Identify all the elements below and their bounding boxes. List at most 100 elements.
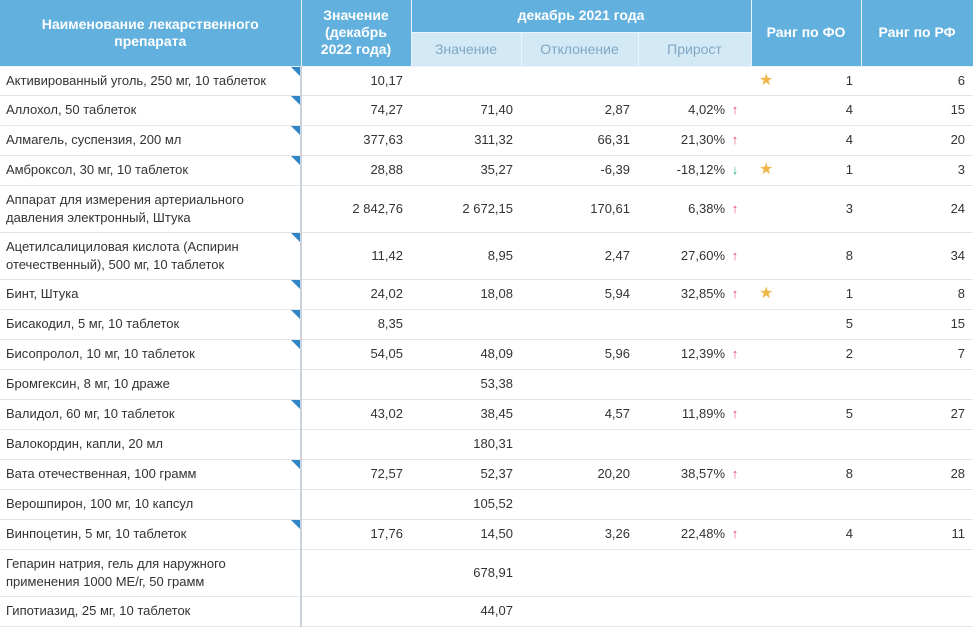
star-cell bbox=[751, 489, 782, 520]
drug-name-cell[interactable]: Бинт, Штука bbox=[0, 279, 302, 310]
table-row[interactable]: Вата отечественная, 100 грамм 72,57 52,37 2… bbox=[0, 459, 973, 490]
drug-name-cell[interactable]: Вата отечественная, 100 грамм bbox=[0, 459, 302, 490]
drug-name-cell[interactable]: Бисакодил, 5 мг, 10 таблеток bbox=[0, 309, 302, 340]
growth-cell: 38,57% ↑ bbox=[638, 459, 752, 490]
table-row[interactable]: Валидол, 60 мг, 10 таблеток 43,02 38,45 4,5… bbox=[0, 399, 973, 430]
drug-name: Бисакодил, 5 мг, 10 таблеток bbox=[6, 316, 180, 331]
header-name[interactable]: Наименование лекарственного препарата bbox=[0, 0, 302, 67]
value-2022: 43,02 bbox=[301, 399, 411, 430]
comment-marker-icon[interactable] bbox=[291, 339, 300, 349]
growth-value: 21,30% bbox=[680, 132, 726, 147]
comment-marker-icon[interactable] bbox=[291, 399, 300, 409]
table-row[interactable]: Амброксол, 30 мг, 10 таблеток 28,88 35,27-… bbox=[0, 155, 973, 186]
table-row[interactable]: Бисопролол, 10 мг, 10 таблеток 54,05 48,09… bbox=[0, 339, 973, 370]
table-row[interactable]: Бисакодил, 5 мг, 10 таблеток 8,35 5 15 bbox=[0, 309, 973, 340]
rank-fo: 4 bbox=[781, 519, 862, 550]
comment-marker-icon[interactable] bbox=[291, 519, 300, 529]
deviation: 170,61 bbox=[521, 185, 638, 233]
growth-cell: 21,30% ↑ bbox=[638, 125, 752, 156]
table-row[interactable]: Гипотиазид, 25 мг, 10 таблеток 44,07 bbox=[0, 596, 973, 627]
value-2022: 24,02 bbox=[301, 279, 411, 310]
header-rank-rf[interactable]: Ранг по РФ bbox=[861, 0, 973, 67]
rank-fo bbox=[781, 429, 862, 460]
growth-cell bbox=[638, 309, 752, 340]
comment-marker-icon[interactable] bbox=[291, 459, 300, 469]
comment-marker-icon[interactable] bbox=[291, 309, 300, 319]
table-row[interactable]: Аллохол, 50 таблеток 74,27 71,40 2,87 4,02% ↑… bbox=[0, 95, 973, 126]
star-cell bbox=[751, 339, 782, 370]
drug-name-cell[interactable]: Алмагель, суспензия, 200 мл bbox=[0, 125, 302, 156]
header-value-2022[interactable]: Значение (декабрь 2022 года) bbox=[301, 0, 412, 67]
drug-name: Гипотиазид, 25 мг, 10 таблеток bbox=[6, 603, 191, 618]
drug-name-cell[interactable]: Верошпирон, 100 мг, 10 капсул bbox=[0, 489, 302, 520]
comment-marker-icon[interactable] bbox=[291, 95, 300, 105]
drug-name-cell[interactable]: Аллохол, 50 таблеток bbox=[0, 95, 302, 126]
rank-fo: 1 bbox=[781, 155, 862, 186]
table-row[interactable]: Валокордин, капли, 20 мл 180,31 bbox=[0, 429, 973, 460]
value-2022 bbox=[301, 596, 411, 627]
drug-name-cell[interactable]: Активированный уголь, 250 мг, 10 таблето… bbox=[0, 66, 302, 96]
comment-marker-icon[interactable] bbox=[291, 66, 300, 76]
header-dec-deviation[interactable]: Отклонение bbox=[521, 32, 639, 67]
drug-name-cell[interactable]: Винпоцетин, 5 мг, 10 таблеток bbox=[0, 519, 302, 550]
growth-cell: 22,48% ↑ bbox=[638, 519, 752, 550]
drug-name-cell[interactable]: Аппарат для измерения артериального давл… bbox=[0, 185, 302, 233]
value-dec-2021: 52,37 bbox=[411, 459, 521, 490]
star-cell: ★ bbox=[751, 279, 782, 310]
value-2022: 11,42 bbox=[301, 232, 411, 280]
comment-marker-icon[interactable] bbox=[291, 232, 300, 242]
drug-name-cell[interactable]: Бисопролол, 10 мг, 10 таблеток bbox=[0, 339, 302, 370]
rank-rf: 20 bbox=[861, 125, 973, 156]
rank-fo: 4 bbox=[781, 125, 862, 156]
comment-marker-icon[interactable] bbox=[291, 155, 300, 165]
star-cell bbox=[751, 95, 782, 126]
header-dec-growth[interactable]: Прирост bbox=[638, 32, 752, 67]
deviation bbox=[521, 369, 638, 400]
table-row[interactable]: Бинт, Штука 24,02 18,08 5,94 32,85% ↑ ★ 1 8 bbox=[0, 279, 973, 310]
comment-marker-icon[interactable] bbox=[291, 279, 300, 289]
growth-value: 12,39% bbox=[680, 346, 726, 361]
deviation: 5,94 bbox=[521, 279, 638, 310]
rank-fo: 1 bbox=[781, 66, 862, 96]
arrow-up-icon: ↑ bbox=[731, 200, 739, 216]
drug-name-cell[interactable]: Гепарин натрия, гель для наружного приме… bbox=[0, 549, 302, 597]
growth-cell: 32,85% ↑ bbox=[638, 279, 752, 310]
table-row[interactable]: Активированный уголь, 250 мг, 10 таблето… bbox=[0, 66, 973, 96]
star-cell bbox=[751, 185, 782, 233]
deviation: 5,96 bbox=[521, 339, 638, 370]
table-row[interactable]: Алмагель, суспензия, 200 мл 377,63 311,32 6… bbox=[0, 125, 973, 156]
drug-name: Ацетилсалициловая кислота (Аспирин отече… bbox=[6, 238, 239, 272]
table-row[interactable]: Бромгексин, 8 мг, 10 драже 53,38 bbox=[0, 369, 973, 400]
value-2022: 377,63 bbox=[301, 125, 411, 156]
drug-name-cell[interactable]: Гипотиазид, 25 мг, 10 таблеток bbox=[0, 596, 302, 627]
drug-name: Аллохол, 50 таблеток bbox=[6, 102, 137, 117]
rank-rf: 7 bbox=[861, 339, 973, 370]
growth-cell: -18,12% ↓ bbox=[638, 155, 752, 186]
table-row[interactable]: Винпоцетин, 5 мг, 10 таблеток 17,76 14,50 3… bbox=[0, 519, 973, 550]
drug-name-cell[interactable]: Амброксол, 30 мг, 10 таблеток bbox=[0, 155, 302, 186]
table-row[interactable]: Верошпирон, 100 мг, 10 капсул 105,52 bbox=[0, 489, 973, 520]
deviation: 20,20 bbox=[521, 459, 638, 490]
table-row[interactable]: Ацетилсалициловая кислота (Аспирин отече… bbox=[0, 232, 973, 280]
table-row[interactable]: Аппарат для измерения артериального давл… bbox=[0, 185, 973, 233]
deviation bbox=[521, 549, 638, 597]
value-2022: 10,17 bbox=[301, 66, 411, 96]
growth-value: 32,85% bbox=[680, 286, 726, 301]
drug-name: Валидол, 60 мг, 10 таблеток bbox=[6, 406, 175, 421]
header-dec-value[interactable]: Значение bbox=[411, 32, 522, 67]
value-2022 bbox=[301, 369, 411, 400]
header-rank-fo[interactable]: Ранг по ФО bbox=[751, 0, 862, 67]
drug-name-cell[interactable]: Валидол, 60 мг, 10 таблеток bbox=[0, 399, 302, 430]
star-cell bbox=[751, 549, 782, 597]
drug-name-cell[interactable]: Валокордин, капли, 20 мл bbox=[0, 429, 302, 460]
arrow-up-icon: ↑ bbox=[731, 526, 739, 541]
deviation bbox=[521, 309, 638, 340]
drug-name-cell[interactable]: Ацетилсалициловая кислота (Аспирин отече… bbox=[0, 232, 302, 280]
rank-fo: 3 bbox=[781, 185, 862, 233]
table-row[interactable]: Гепарин натрия, гель для наружного приме… bbox=[0, 549, 973, 597]
arrow-up-icon: ↑ bbox=[731, 406, 739, 421]
star-cell bbox=[751, 125, 782, 156]
comment-marker-icon[interactable] bbox=[291, 125, 300, 135]
drug-name-cell[interactable]: Бромгексин, 8 мг, 10 драже bbox=[0, 369, 302, 400]
growth-cell: 6,38% ↑ bbox=[638, 185, 752, 233]
